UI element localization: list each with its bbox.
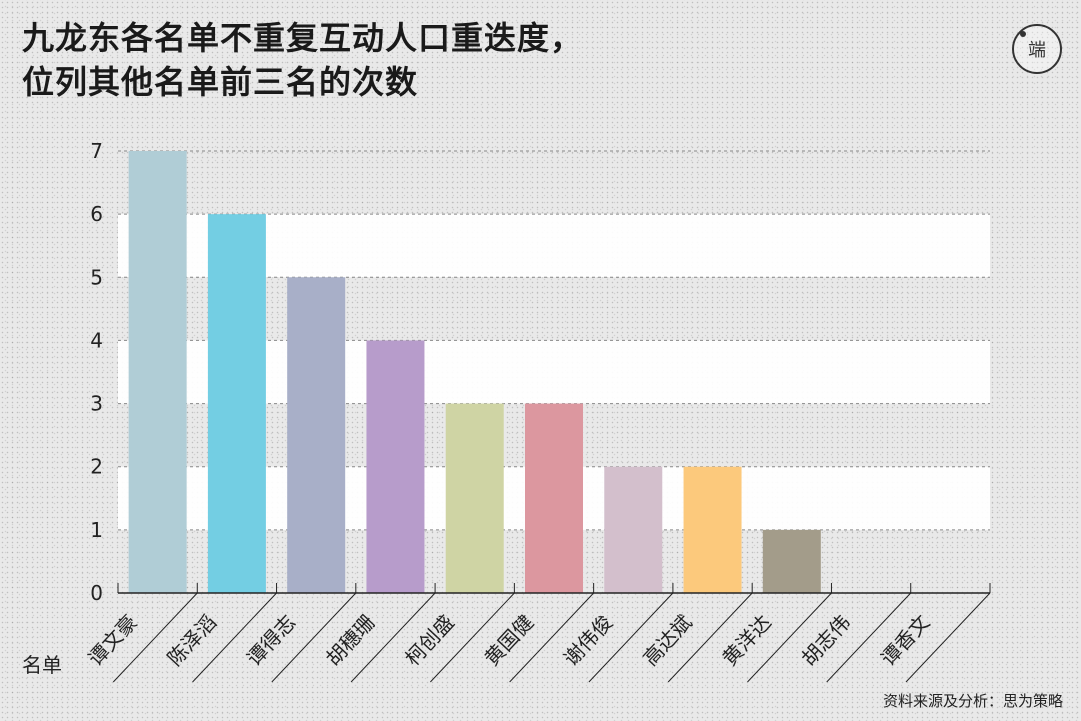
chart-title: 九龙东各名单不重复互动人口重迭度， 位列其他名单前三名的次数 xyxy=(22,16,922,104)
y-tick-label: 7 xyxy=(90,139,103,163)
y-tick-label: 4 xyxy=(90,328,103,352)
bar xyxy=(604,466,663,593)
label-separator xyxy=(667,592,753,683)
label-separator xyxy=(588,592,674,683)
label-separator xyxy=(350,592,436,683)
y-tick-label: 2 xyxy=(90,455,103,479)
label-separator xyxy=(271,592,357,683)
y-tick-label: 0 xyxy=(90,581,103,605)
logo-icon: 端 xyxy=(1012,24,1062,74)
y-tick-label: 1 xyxy=(90,518,103,542)
bar xyxy=(683,466,742,593)
bar xyxy=(525,403,583,593)
bar xyxy=(445,403,504,593)
x-axis-label: 名单 xyxy=(22,653,62,677)
label-separator xyxy=(905,592,991,683)
title-line-1: 九龙东各名单不重复互动人口重迭度， xyxy=(22,19,584,57)
title-line-2: 位列其他名单前三名的次数 xyxy=(22,63,419,101)
logo-text: 端 xyxy=(1028,40,1046,61)
label-separator xyxy=(112,592,198,683)
y-tick-label: 3 xyxy=(90,392,103,416)
label-separator xyxy=(192,592,277,683)
source-note: 资料来源及分析：思为策略 xyxy=(882,692,1063,710)
y-tick-label: 6 xyxy=(90,202,103,226)
bar xyxy=(366,340,425,593)
bar xyxy=(207,214,266,593)
bar xyxy=(128,151,187,593)
label-separator xyxy=(430,592,515,683)
bar xyxy=(762,529,821,593)
y-tick-label: 5 xyxy=(90,265,103,289)
label-separator xyxy=(509,592,594,683)
label-separator xyxy=(747,592,832,683)
label-separator xyxy=(826,592,912,683)
bar xyxy=(287,277,346,593)
